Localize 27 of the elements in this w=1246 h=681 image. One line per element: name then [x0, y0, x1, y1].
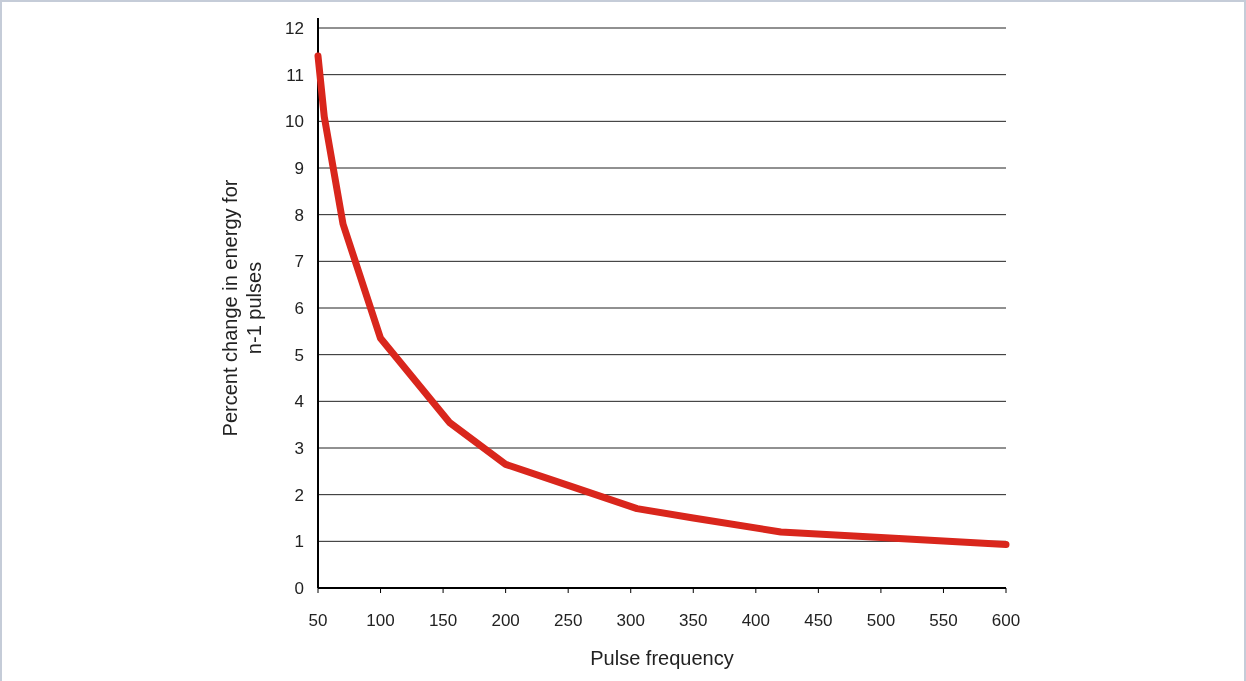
y-axis-title: Percent change in energy for n-1 pulses	[219, 179, 265, 437]
x-tick-label: 550	[929, 611, 958, 630]
y-tick-label: 0	[294, 579, 304, 598]
x-tick-label: 450	[804, 611, 833, 630]
y-tick-label: 2	[294, 485, 304, 505]
y-tick-label: 1	[294, 532, 304, 552]
y-tick-label: 9	[294, 159, 304, 178]
y-tick-label: 12	[285, 19, 304, 38]
x-tick-label: 100	[366, 611, 395, 630]
x-tick-label: 200	[491, 611, 520, 630]
y-tick-label: 3	[294, 439, 304, 458]
x-tick-label: 50	[308, 611, 328, 630]
x-tick-label: 600	[991, 611, 1021, 630]
x-tick-label: 150	[428, 611, 458, 630]
y-tick-label: 10	[285, 112, 304, 132]
x-tick-label: 300	[616, 611, 645, 630]
y-tick-label: 4	[294, 392, 304, 412]
x-tick-label: 500	[866, 611, 896, 630]
y-tick-label: 5	[294, 345, 304, 365]
x-tick-label: 350	[679, 611, 708, 630]
x-tick-label: 400	[741, 611, 771, 630]
y-tick-label: 7	[294, 252, 304, 272]
y-tick-label: 8	[294, 205, 304, 225]
x-axis-title: Pulse frequency	[590, 647, 734, 669]
x-tick-label: 250	[553, 611, 583, 630]
y-tick-label: 11	[286, 65, 304, 85]
y-tick-label: 6	[294, 299, 304, 318]
